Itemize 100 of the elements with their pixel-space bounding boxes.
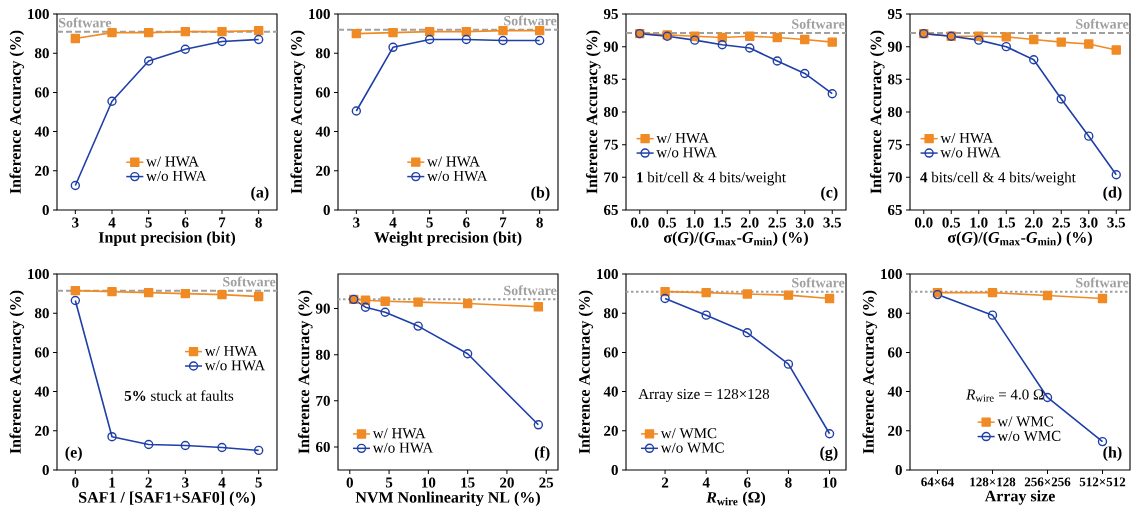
point [217, 289, 227, 300]
annotation: 4 bits/cell & 4 bits/weight [920, 171, 1076, 186]
point [742, 289, 753, 299]
point [380, 307, 390, 317]
x-tick-label: 1.5 [714, 217, 732, 228]
point [70, 285, 81, 296]
y-tick-label: 70 [604, 172, 618, 183]
ref-line-label: Software [1076, 277, 1129, 288]
y-tick-label: 60 [34, 347, 49, 358]
y-tick-label: 85 [887, 74, 902, 85]
x-tick-label: 4 [389, 217, 397, 228]
point [987, 310, 998, 320]
point [180, 440, 191, 451]
point [461, 34, 472, 45]
ref-line-label: Software [223, 276, 276, 287]
point [824, 429, 835, 439]
x-tick-label: 3 [353, 217, 360, 228]
point [745, 31, 755, 41]
x-tick-label: 5 [255, 477, 262, 488]
x-tick-label: 2 [145, 477, 152, 488]
legend-label: w/ HWA [656, 132, 710, 144]
point [180, 288, 191, 299]
y-tick-label: 100 [28, 8, 49, 20]
y-tick-label: 90 [315, 303, 330, 314]
x-tick-label: 3.5 [823, 217, 842, 228]
annotation: Array size = 128×128 [638, 388, 770, 403]
x-tick-label: 8 [255, 217, 262, 228]
point [351, 28, 362, 39]
annotation: (a) [251, 186, 269, 201]
y-tick-label: 20 [35, 425, 49, 436]
legend-label: w/ WMC [660, 428, 717, 439]
point [742, 328, 753, 338]
point [534, 25, 545, 36]
point [70, 180, 81, 191]
x-tick-label: 5 [385, 477, 393, 488]
y-tick-label: 65 [887, 204, 902, 216]
y-tick-label: 80 [34, 308, 49, 319]
x-tick-label: 4 [108, 217, 116, 228]
x-tick-label: 3 [182, 477, 189, 488]
y-tick-label: 100 [309, 8, 330, 20]
x-tick-label: 6 [182, 217, 189, 228]
point [1111, 45, 1121, 55]
point [107, 286, 117, 297]
point [70, 33, 81, 44]
y-tick-label: 60 [887, 347, 902, 358]
annotation: (d) [1103, 186, 1122, 201]
y-tick-label: 80 [603, 308, 618, 319]
y-tick-label: 75 [604, 139, 618, 150]
x-tick-label: 8 [536, 217, 543, 228]
point [351, 106, 362, 116]
y-axis-title: Inference Accuracy (%) [585, 30, 601, 194]
x-tick-label: 15 [461, 477, 475, 488]
y-tick-label: 0 [42, 464, 49, 476]
legend-label: w/ HWA [427, 156, 480, 167]
x-tick-label: 4 [218, 477, 226, 488]
point [783, 359, 794, 369]
y-axis-title: Inference Accuracy (%) [862, 290, 878, 454]
point [701, 287, 711, 298]
point [1029, 34, 1039, 45]
point [413, 297, 423, 307]
point [1097, 293, 1108, 304]
x-tick-label: 4 [702, 477, 710, 488]
x-tick-label: 0.5 [942, 217, 961, 228]
point [143, 287, 154, 298]
point [462, 298, 473, 309]
y-axis-title: Inference Accuracy (%) [869, 30, 885, 194]
legend-label: w/ HWA [940, 132, 994, 144]
legend-label: w/o HWA [372, 442, 434, 453]
point [498, 35, 508, 46]
point [690, 35, 700, 45]
point [660, 293, 670, 304]
annotation: (f) [534, 446, 550, 461]
point [143, 27, 154, 38]
point [800, 34, 810, 45]
annotation: (b) [531, 186, 550, 201]
y-tick-label: 100 [597, 268, 618, 280]
legend-label: w/ HWA [372, 428, 426, 439]
point [1001, 41, 1011, 52]
y-tick-label: 20 [35, 165, 49, 176]
ref-line-label: Software [792, 18, 845, 29]
point [107, 96, 117, 106]
x-tick-label: 5 [426, 217, 433, 228]
legend-label: w/ HWA [204, 345, 258, 357]
y-tick-label: 70 [888, 172, 902, 183]
point [143, 439, 154, 450]
x-tick-label: 0 [346, 477, 353, 488]
point [180, 26, 191, 37]
x-axis-title: NVM Nonlinearity NL (%) [355, 491, 540, 507]
y-tick-label: 20 [888, 425, 902, 436]
point [380, 296, 390, 306]
x-tick-label: 20 [500, 477, 514, 488]
y-axis-title: Inference Accuracy (%) [578, 290, 594, 454]
y-tick-label: 90 [603, 41, 618, 52]
x-tick-label: 3 [72, 217, 79, 228]
point [1042, 290, 1053, 301]
point [462, 349, 473, 359]
y-tick-label: 80 [603, 106, 618, 118]
x-tick-label: 10 [422, 477, 436, 488]
point [1056, 37, 1066, 47]
x-tick-label: 7 [500, 217, 507, 228]
